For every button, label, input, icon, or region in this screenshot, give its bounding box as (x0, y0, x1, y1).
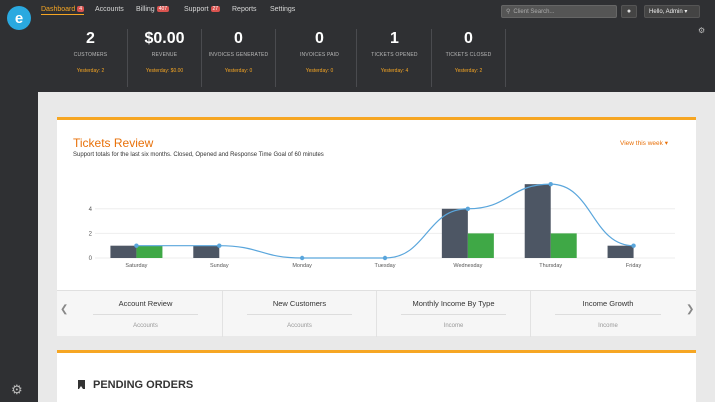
nav-reports[interactable]: Reports (232, 6, 257, 13)
top-nav: Dashboard 4 Accounts Billing 407 Support 27… (38, 0, 715, 22)
bar-series-1[interactable] (524, 184, 551, 258)
stat-revenue[interactable]: $0.00 REVENUE Yesterday: $0.00 (128, 29, 202, 87)
gear-icon[interactable]: ⚙ (11, 382, 23, 397)
stat-tickets-opened[interactable]: 1 TICKETS OPENED Yesterday: 4 (358, 29, 432, 87)
left-rail: e ⚙ (0, 0, 38, 402)
bar-series-1[interactable] (607, 245, 634, 258)
x-tick-label: Wednesday (453, 263, 482, 269)
bar-series-2[interactable] (136, 245, 163, 258)
nav-accounts[interactable]: Accounts (95, 6, 124, 13)
nav-badge: 4 (77, 6, 85, 12)
caret-down-icon: ▾ (664, 140, 668, 147)
bar-series-1[interactable] (110, 245, 137, 258)
bar-series-2[interactable] (467, 233, 494, 258)
x-tick-label: Monday (292, 263, 312, 269)
line-point[interactable] (465, 206, 471, 211)
tab-account-review[interactable]: Account Review Accounts (69, 291, 223, 337)
nav-settings[interactable]: Settings (270, 6, 296, 13)
nav-badge: 27 (210, 6, 221, 12)
tickets-review-panel: Tickets Review Support totals for the la… (57, 117, 696, 337)
stat-invoices-paid[interactable]: 0 INVOICES PAID Yesterday: 0 (283, 29, 357, 87)
x-tick-label: Tuesday (375, 263, 396, 269)
x-tick-label: Saturday (125, 263, 147, 269)
chevron-left-icon[interactable]: ❮ (60, 304, 69, 315)
panel-subtitle: Support totals for the last six months. … (73, 152, 324, 158)
search-input[interactable]: ⚲ Client Search... (501, 5, 617, 18)
pending-orders-title: PENDING ORDERS (93, 379, 194, 391)
x-tick-label: Thursday (539, 263, 562, 269)
tab-new-customers[interactable]: New Customers Accounts (223, 291, 377, 337)
stat-tickets-closed[interactable]: 0 TICKETS CLOSED Yesterday: 2 (432, 29, 506, 87)
nav-badge: 407 (156, 6, 170, 12)
chevron-right-icon[interactable]: ❯ (686, 304, 695, 315)
y-tick-label: 2 (89, 231, 93, 237)
line-point[interactable] (299, 255, 305, 261)
nav-support[interactable]: Support 27 (184, 6, 221, 13)
tickets-chart: 0 2 4 Saturday Sunday Monday Tuesday Wednesday T… (89, 181, 675, 269)
y-tick-label: 4 (89, 207, 93, 213)
gear-icon[interactable]: ⚙ (698, 26, 706, 35)
tab-monthly-income[interactable]: Monthly Income By Type Income (377, 291, 531, 337)
line-point[interactable] (382, 255, 388, 261)
report-tabs: Account Review Accounts New Customers Acco… (57, 290, 696, 337)
nav-billing[interactable]: Billing 407 (136, 6, 170, 13)
line-point[interactable] (631, 243, 636, 248)
stat-invoices-generated[interactable]: 0 INVOICES GENERATED Yesterday: 0 (202, 29, 276, 87)
panel-title: Tickets Review (73, 136, 154, 150)
stat-customers[interactable]: 2 CUSTOMERS Yesterday: 2 (54, 29, 128, 87)
logo-letter: e (14, 9, 24, 27)
search-icon: ⚲ (506, 9, 511, 15)
nav-dashboard[interactable]: Dashboard 4 (41, 6, 85, 15)
line-point[interactable] (217, 243, 222, 248)
bar-series-2[interactable] (550, 233, 577, 258)
tab-income-growth[interactable]: Income Growth Income (531, 291, 685, 337)
line-point[interactable] (134, 243, 139, 248)
app-logo[interactable]: e (7, 6, 31, 30)
bell-icon[interactable]: ● (621, 5, 637, 18)
pending-orders-panel: PENDING ORDERS (57, 350, 696, 402)
bar-series-1[interactable] (441, 208, 468, 258)
user-menu[interactable]: Hello, Admin ▾ (644, 5, 700, 18)
bar-series-1[interactable] (193, 245, 220, 258)
x-tick-label: Friday (626, 263, 642, 269)
view-this-week-dropdown[interactable]: View this week ▾ (620, 140, 668, 147)
chevron-down-icon: ▾ (684, 9, 688, 15)
stats-strip: 2 CUSTOMERS Yesterday: 2 $0.00 REVENUE Yeste… (38, 22, 715, 92)
bookmark-icon (78, 380, 85, 389)
line-point[interactable] (548, 181, 553, 187)
x-tick-label: Sunday (210, 263, 229, 269)
search-placeholder: Client Search... (513, 9, 555, 15)
y-tick-label: 0 (89, 256, 93, 262)
